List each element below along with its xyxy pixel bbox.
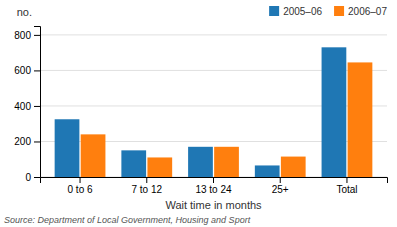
bar (55, 119, 80, 177)
bar (121, 150, 146, 177)
bar (214, 147, 239, 177)
y-axis: 0 200 400 600 800 (14, 27, 40, 183)
tick-mark (34, 177, 40, 178)
tick-label: Total (336, 184, 357, 195)
legend: 2005–06 2006–07 (269, 6, 387, 17)
tick-mark (34, 35, 40, 36)
bar (188, 147, 213, 177)
tick-label: 13 to 24 (195, 184, 232, 195)
tick-label: 400 (14, 101, 31, 112)
tick-label: 0 to 6 (68, 184, 93, 195)
bar-series (55, 47, 347, 177)
tick-label: 200 (14, 136, 31, 147)
legend-item: 2006–07 (334, 6, 387, 17)
tick-mark (34, 141, 40, 142)
plot: 0 200 400 600 800 0 to 6 7 to 12 13 to 24 25+ Tot… (14, 27, 387, 196)
tick: 600 (14, 65, 40, 76)
tick: 400 (14, 101, 40, 112)
tick: 0 to 6 (68, 177, 93, 195)
tick-mark (213, 177, 214, 183)
legend-label: 2005–06 (283, 6, 322, 17)
legend-item: 2005–06 (269, 6, 322, 17)
tick-mark (146, 177, 147, 183)
tick: 800 (14, 30, 40, 41)
axis-line (34, 27, 41, 178)
tick: 25+ (272, 177, 289, 195)
tick-label: 25+ (272, 184, 289, 195)
tick: 7 to 12 (131, 177, 162, 195)
bar (147, 157, 172, 177)
tick-label: 600 (14, 65, 31, 76)
bar (81, 134, 106, 177)
tick-mark (346, 177, 347, 183)
bar-series (81, 62, 373, 177)
tick-label: 0 (25, 172, 31, 183)
tick-mark (34, 106, 40, 107)
tick-mark (80, 177, 81, 183)
tick-label: 7 to 12 (131, 184, 162, 195)
bars (55, 47, 373, 177)
x-axis-title: Wait time in months (165, 199, 262, 211)
chart: 0 200 400 600 800 0 to 6 7 to 12 13 to 24 25+ Tot… (0, 0, 397, 227)
y-axis-title: no. (17, 6, 32, 18)
bar (255, 165, 280, 177)
tick-mark (34, 70, 40, 71)
axis-line (41, 178, 388, 184)
legend-swatch (269, 6, 279, 16)
tick: 13 to 24 (195, 177, 232, 195)
grid-line (40, 34, 387, 35)
grid (40, 35, 387, 177)
tick: 0 (25, 172, 40, 183)
bar (281, 157, 306, 177)
bar (348, 62, 373, 177)
tick-mark (280, 177, 281, 183)
tick: Total (336, 177, 357, 195)
annotation: Source: Department of Local Government, … (4, 215, 251, 225)
bar (322, 47, 347, 177)
x-axis: 0 to 6 7 to 12 13 to 24 25+ Total (41, 177, 388, 195)
legend-label: 2006–07 (348, 6, 387, 17)
legend-swatch (334, 6, 344, 16)
tick: 200 (14, 136, 40, 147)
tick-label: 800 (14, 30, 31, 41)
